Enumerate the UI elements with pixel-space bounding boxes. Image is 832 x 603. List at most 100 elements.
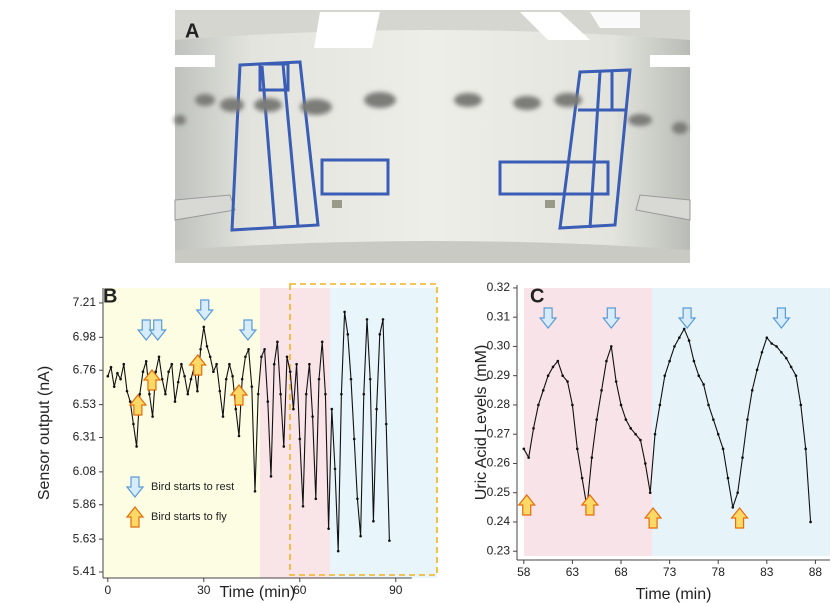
y-tick-label: 0.25 [487,485,511,499]
data-point [282,445,286,448]
data-point [116,371,119,375]
data-point [532,427,535,430]
y-tick-label: 0.31 [487,309,511,323]
data-point [614,380,618,383]
x-tick-label: 78 [712,565,726,579]
data-point [272,362,276,366]
data-point [288,370,292,374]
y-tick-label: 6.31 [73,430,97,444]
data-point [692,359,696,363]
data-point [789,365,793,369]
data-point [809,520,812,524]
data-point [731,506,735,509]
data-point [186,392,190,396]
data-point [522,447,526,451]
rest-arrow [538,307,558,329]
data-point [349,377,353,381]
data-point [183,374,186,378]
data-point [575,447,579,451]
data-point [368,377,372,381]
data-point [590,456,594,459]
data-point [301,504,305,508]
phase-shade [260,288,330,578]
data-point [624,418,628,421]
data-point [546,374,550,377]
data-point [343,310,346,314]
data-point [135,445,138,448]
data-point [112,385,116,388]
legend-label: Bird starts to rest [151,481,234,493]
data-point [336,549,340,553]
data-point [527,456,530,459]
data-point [212,370,215,374]
fly-arrow [517,494,536,516]
data-point [244,355,247,359]
data-point [148,392,151,396]
data-point [109,365,113,369]
data-point [375,407,378,411]
y-axis-label: Uric Acid Levels (mM) [473,345,490,501]
y-tick-label: 0.29 [487,368,511,382]
data-point [308,362,311,366]
data-point [125,389,129,393]
data-point [327,527,330,530]
data-line [523,328,812,523]
data-point [775,345,778,348]
data-point [122,362,126,366]
data-point [716,432,720,436]
data-point [189,377,193,381]
data-point [330,407,334,411]
fly-arrow [142,369,162,391]
y-tick-label: 0.23 [487,543,511,557]
x-tick-label: 90 [389,583,403,597]
data-point [314,497,318,501]
data-point [726,476,730,480]
data-point [320,340,324,344]
legend-symbol [125,506,145,528]
data-point [151,415,154,418]
data-point [234,407,238,411]
data-point [707,403,710,407]
data-point [256,392,260,396]
data-point [668,359,671,363]
legend-label: Bird starts to fly [151,511,227,523]
data-point [639,438,642,442]
y-tick-label: 7.21 [73,295,97,309]
data-point [600,389,603,392]
data-point [356,497,359,501]
x-tick-label: 0 [104,583,111,597]
data-point [224,377,228,381]
data-point [141,370,145,374]
y-tick-label: 5.86 [73,497,97,511]
charts: 7.21 6.98 6.76 6.53 6.31 6.08 5.86 5.63 5.41 0 30 6… [36,280,830,603]
x-axis-label: Time (min) [219,584,295,601]
data-point [697,374,701,377]
panel-label: C [530,285,544,307]
y-tick-label: 0.27 [487,426,511,440]
data-point [247,347,250,351]
rest-arrow [772,307,791,329]
data-point [311,415,314,418]
data-point [799,403,803,407]
data-point [292,407,295,411]
data-point [324,392,327,396]
rest-arrow [148,319,167,341]
data-point [595,418,599,421]
data-point [263,347,266,351]
data-point [571,403,574,407]
x-tick-label: 63 [566,565,580,579]
data-point [199,347,202,351]
data-point [202,325,206,329]
data-point [721,447,725,451]
data-point [658,403,662,407]
data-point [580,476,584,480]
data-point [231,374,234,378]
data-point [176,380,180,384]
fly-arrow [229,384,249,406]
data-point [295,362,298,366]
data-point [253,489,257,493]
y-tick-label: 0.32 [487,280,511,294]
x-axis-label: Time (min) [636,586,712,603]
data-point [537,403,540,407]
